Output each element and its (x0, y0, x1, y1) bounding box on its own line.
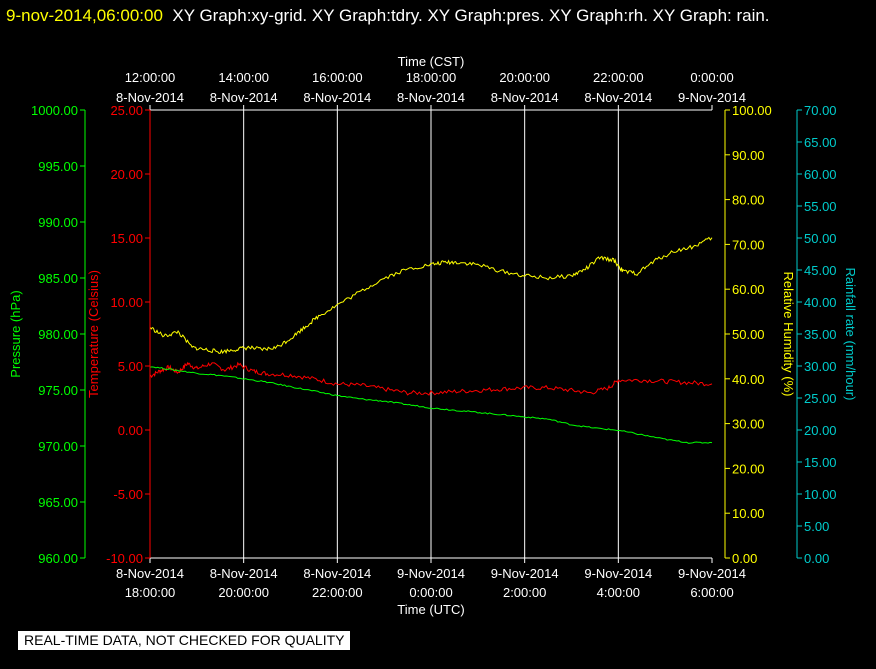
rain-tick-label-0: 0.00 (804, 551, 829, 566)
temperature-tick-label-5: 15.00 (110, 231, 143, 246)
pressure-tick-label-7: 995.00 (38, 159, 78, 174)
pressure-tick-label-1: 965.00 (38, 495, 78, 510)
rain-tick-label-7: 35.00 (804, 327, 837, 342)
temperature-tick-label-0: -10.00 (106, 551, 143, 566)
rain-tick-label-14: 70.00 (804, 103, 837, 118)
top-tick-time-0: 12:00:00 (125, 70, 176, 85)
bottom-axis-label: Time (UTC) (397, 602, 464, 617)
temperature-tick-label-3: 5.00 (118, 359, 143, 374)
humidity-axis-title: Relative Humidity (%) (781, 272, 796, 397)
bottom-tick-time-0: 18:00:00 (125, 585, 176, 600)
pressure-tick-label-5: 985.00 (38, 271, 78, 286)
bottom-tick-date-4: 9-Nov-2014 (491, 566, 559, 581)
temperature-tick-label-6: 20.00 (110, 167, 143, 182)
rain-tick-label-11: 55.00 (804, 199, 837, 214)
top-tick-date-5: 8-Nov-2014 (584, 90, 652, 105)
series-layer (149, 236, 713, 444)
pressure-series-line (149, 366, 713, 444)
humidity-tick-label-5: 50.00 (732, 327, 765, 342)
top-tick-date-1: 8-Nov-2014 (210, 90, 278, 105)
rain-tick-label-12: 60.00 (804, 167, 837, 182)
pressure-axis-title: Pressure (hPa) (8, 290, 23, 377)
bottom-tick-date-2: 8-Nov-2014 (303, 566, 371, 581)
graph-header: 9-nov-2014,06:00:00 XY Graph:xy-grid. XY… (6, 2, 872, 30)
rain-tick-label-6: 30.00 (804, 359, 837, 374)
humidity-tick-label-4: 40.00 (732, 372, 765, 387)
rain-tick-label-1: 5.00 (804, 519, 829, 534)
humidity-tick-label-0: 0.00 (732, 551, 757, 566)
rain-tick-label-5: 25.00 (804, 391, 837, 406)
bottom-tick-date-5: 9-Nov-2014 (584, 566, 652, 581)
rain-tick-label-2: 10.00 (804, 487, 837, 502)
top-tick-time-6: 0:00:00 (690, 70, 733, 85)
bottom-tick-date-1: 8-Nov-2014 (210, 566, 278, 581)
pressure-tick-label-8: 1000.00 (31, 103, 78, 118)
humidity-tick-label-7: 70.00 (732, 237, 765, 252)
graph-list: XY Graph:xy-grid. XY Graph:tdry. XY Grap… (172, 6, 770, 25)
bottom-tick-date-3: 9-Nov-2014 (397, 566, 465, 581)
humidity-tick-label-8: 80.00 (732, 193, 765, 208)
temperature-tick-label-2: 0.00 (118, 423, 143, 438)
top-tick-time-1: 14:00:00 (218, 70, 269, 85)
top-axis-label: Time (CST) (398, 54, 465, 69)
top-tick-date-0: 8-Nov-2014 (116, 90, 184, 105)
pressure-tick-label-0: 960.00 (38, 551, 78, 566)
humidity-tick-label-9: 90.00 (732, 148, 765, 163)
humidity-tick-label-3: 30.00 (732, 417, 765, 432)
humidity-series-line (149, 236, 713, 355)
top-tick-time-5: 22:00:00 (593, 70, 644, 85)
top-tick-time-4: 20:00:00 (499, 70, 550, 85)
top-tick-date-4: 8-Nov-2014 (491, 90, 559, 105)
pressure-tick-label-3: 975.00 (38, 383, 78, 398)
top-tick-time-3: 18:00:00 (406, 70, 457, 85)
rain-tick-label-4: 20.00 (804, 423, 837, 438)
bottom-tick-time-5: 4:00:00 (597, 585, 640, 600)
rain-tick-label-10: 50.00 (804, 231, 837, 246)
humidity-tick-label-6: 60.00 (732, 282, 765, 297)
temperature-tick-label-7: 25.00 (110, 103, 143, 118)
bottom-tick-time-4: 2:00:00 (503, 585, 546, 600)
humidity-tick-label-2: 20.00 (732, 461, 765, 476)
top-tick-time-2: 16:00:00 (312, 70, 363, 85)
bottom-tick-time-3: 0:00:00 (409, 585, 452, 600)
axes-layer: 12:00:00 8-Nov-2014 14:00:00 8-Nov-2014 16:0… (8, 54, 858, 617)
bottom-tick-time-2: 22:00:00 (312, 585, 363, 600)
bottom-tick-time-6: 6:00:00 (690, 585, 733, 600)
grid-lines (243, 110, 619, 558)
top-tick-date-2: 8-Nov-2014 (303, 90, 371, 105)
rain-axis-title: Rainfall rate (mm/hour) (843, 268, 858, 401)
humidity-tick-label-10: 100.00 (732, 103, 772, 118)
temperature-axis-title: Temperature (Celsius) (86, 270, 101, 398)
pressure-tick-label-4: 980.00 (38, 327, 78, 342)
pressure-tick-label-6: 990.00 (38, 215, 78, 230)
top-tick-date-6: 9-Nov-2014 (678, 90, 746, 105)
rain-tick-label-3: 15.00 (804, 455, 837, 470)
quality-disclaimer: REAL-TIME DATA, NOT CHECKED FOR QUALITY (18, 631, 351, 650)
bottom-tick-date-6: 9-Nov-2014 (678, 566, 746, 581)
graph-datetime: 9-nov-2014,06:00:00 (6, 6, 163, 25)
pressure-tick-label-2: 970.00 (38, 439, 78, 454)
rain-tick-label-13: 65.00 (804, 135, 837, 150)
top-tick-date-3: 8-Nov-2014 (397, 90, 465, 105)
bottom-tick-time-1: 20:00:00 (218, 585, 269, 600)
rain-tick-label-9: 45.00 (804, 263, 837, 278)
bottom-tick-date-0: 8-Nov-2014 (116, 566, 184, 581)
humidity-tick-label-1: 10.00 (732, 506, 765, 521)
temperature-tick-label-4: 10.00 (110, 295, 143, 310)
temperature-tick-label-1: -5.00 (113, 487, 143, 502)
rain-tick-label-8: 40.00 (804, 295, 837, 310)
temperature-series-line (149, 361, 713, 396)
